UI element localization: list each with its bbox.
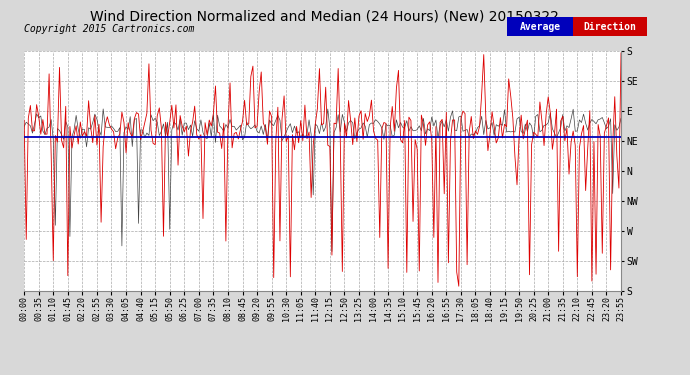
Text: Direction: Direction (584, 22, 636, 32)
Text: Average: Average (520, 22, 560, 32)
Text: Wind Direction Normalized and Median (24 Hours) (New) 20150322: Wind Direction Normalized and Median (24… (90, 9, 559, 23)
Text: Copyright 2015 Cartronics.com: Copyright 2015 Cartronics.com (24, 24, 195, 34)
